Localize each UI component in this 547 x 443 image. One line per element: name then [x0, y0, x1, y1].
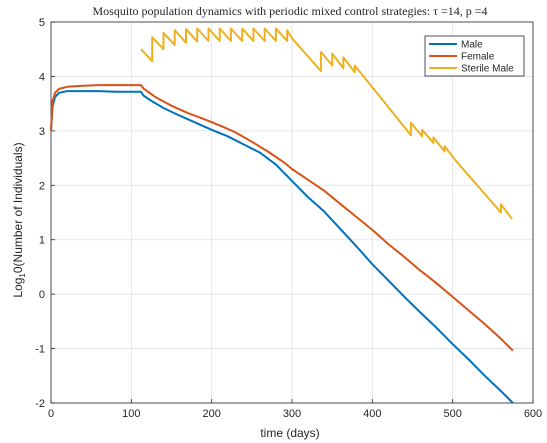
y-axis-label: Log10(Number of Individuals): [11, 142, 27, 297]
legend-label-sterile-male: Sterile Male: [461, 64, 514, 75]
y-tick-label: 3: [39, 126, 45, 138]
x-tick-label: 300: [283, 408, 301, 420]
y-tick-label: 1: [39, 235, 45, 247]
y-tick-label: 0: [39, 289, 45, 301]
x-tick-label: 500: [443, 408, 461, 420]
x-tick-label: 200: [202, 408, 220, 420]
y-axis-label-main: Log: [11, 278, 25, 298]
legend-label-female: Female: [461, 52, 495, 63]
x-tick-label: 600: [524, 408, 542, 420]
series-line-male: [50, 90, 514, 404]
axis-ticks: 0 100 200 300 400 500 600 -2 -1 0 1 2 3 4 5: [35, 17, 542, 420]
y-tick-label: 5: [39, 17, 45, 29]
y-axis-label-rest: 0(Number of Individuals): [11, 142, 25, 273]
y-tick-label: 2: [39, 180, 45, 192]
x-axis-label: time (days): [260, 426, 319, 440]
x-tick-label: 400: [363, 408, 381, 420]
y-tick-label: -2: [35, 398, 45, 410]
y-tick-label: 4: [39, 71, 45, 83]
x-tick-label: 100: [122, 408, 140, 420]
x-tick-label: 0: [48, 408, 54, 420]
series-group: [50, 27, 514, 404]
legend-label-male: Male: [461, 40, 483, 51]
y-axis-label-sub: 1: [18, 273, 27, 278]
series-line-sterile-male: [140, 27, 513, 220]
y-tick-label: -1: [35, 344, 45, 356]
series-line-female: [50, 84, 514, 352]
chart-title: Mosquito population dynamics with period…: [93, 4, 488, 18]
